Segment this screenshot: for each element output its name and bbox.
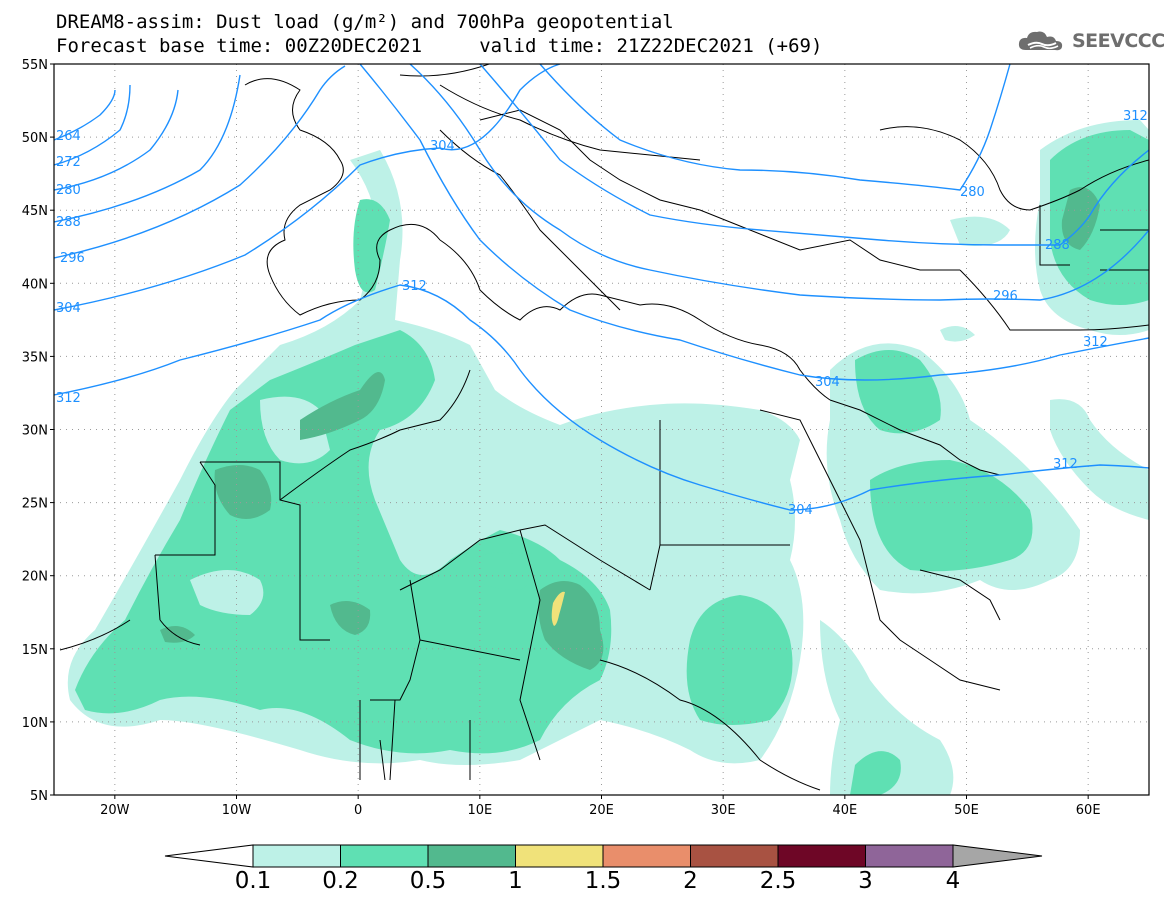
lon-label: 10W — [222, 803, 252, 818]
contour-label: 312 — [402, 279, 427, 294]
contour-label: 312 — [1123, 109, 1148, 124]
lat-label: 30N — [22, 424, 48, 439]
lat-label: 25N — [22, 497, 48, 512]
lat-label: 20N — [22, 570, 48, 585]
logo-text: SEEVCCC — [1072, 30, 1165, 52]
contour-label: 304 — [430, 139, 455, 154]
lat-label: 50N — [22, 131, 48, 146]
lat-label: 45N — [22, 204, 48, 219]
contour-label: 312 — [1053, 457, 1078, 472]
colorbar: 0.1 0.2 0.5 1 1.5 2 2.5 3 4 — [164, 844, 1043, 894]
contour-label: 272 — [56, 155, 81, 170]
contour-label: 296 — [60, 251, 85, 266]
colorbar-label: 0.2 — [322, 868, 359, 894]
colorbar-swatch — [340, 844, 429, 868]
colorbar-swatch — [427, 844, 516, 868]
country-borders — [59, 64, 1149, 791]
contour-label: 304 — [788, 503, 813, 518]
lon-label: 30E — [711, 803, 736, 818]
title-line-2: Forecast base time: 00Z20DEC2021 valid t… — [56, 35, 823, 57]
lon-label: 50E — [954, 803, 979, 818]
contour-label: 280 — [960, 185, 985, 200]
geopotential-contours — [54, 64, 1149, 511]
contour-label: 304 — [56, 301, 81, 316]
map-grid — [54, 64, 1149, 795]
contour-label: 280 — [56, 183, 81, 198]
lon-label: 20E — [589, 803, 614, 818]
lat-label: 35N — [22, 350, 48, 365]
lon-label: 60E — [1076, 803, 1101, 818]
lat-label: 40N — [22, 277, 48, 292]
colorbar-swatch — [602, 844, 691, 868]
contour-label: 304 — [815, 375, 840, 390]
lat-label: 55N — [22, 58, 48, 73]
colorbar-swatch — [690, 844, 779, 868]
logo: SEEVCCC — [1016, 28, 1165, 54]
contour-labels: 264 272 280 288 296 304 312 304 312 280 288 296 304 3… — [56, 109, 1148, 518]
colorbar-label: 1 — [508, 868, 523, 894]
colorbar-label: 0.1 — [235, 868, 272, 894]
lon-label: 40E — [832, 803, 857, 818]
lon-label: 20W — [100, 803, 130, 818]
colorbar-label: 2.5 — [760, 868, 797, 894]
colorbar-label: 3 — [858, 868, 873, 894]
colorbar-label: 0.5 — [410, 868, 447, 894]
lat-label: 5N — [30, 789, 48, 804]
colorbar-label: 1.5 — [585, 868, 622, 894]
lon-label: 10E — [467, 803, 492, 818]
colorbar-swatch — [252, 844, 341, 868]
lat-label: 10N — [22, 716, 48, 731]
colorbar-low-triangle — [164, 844, 254, 868]
cloud-icon — [1018, 31, 1063, 51]
contour-label: 312 — [1083, 335, 1108, 350]
contour-label: 296 — [993, 289, 1018, 304]
colorbar-label: 4 — [946, 868, 961, 894]
dust-layer-0-5 — [160, 187, 1100, 670]
dust-layer-1 — [551, 591, 565, 626]
contour-label: 264 — [56, 129, 81, 144]
contour-label: 288 — [1045, 238, 1070, 253]
contour-label: 288 — [56, 215, 81, 230]
lat-label: 15N — [22, 643, 48, 658]
lon-label: 0 — [354, 803, 362, 818]
colorbar-high-triangle — [952, 844, 1043, 868]
colorbar-swatch — [865, 844, 954, 868]
title-line-1: DREAM8-assim: Dust load (g/m²) and 700hP… — [56, 11, 674, 33]
colorbar-swatch — [515, 844, 604, 868]
map-axes: 55N 50N 45N 40N 35N 30N 25N 20N 15N 10N 5N 20W 10W 0 1… — [22, 58, 1101, 818]
colorbar-swatch — [777, 844, 866, 868]
colorbar-label: 2 — [683, 868, 698, 894]
contour-label: 312 — [56, 391, 81, 406]
